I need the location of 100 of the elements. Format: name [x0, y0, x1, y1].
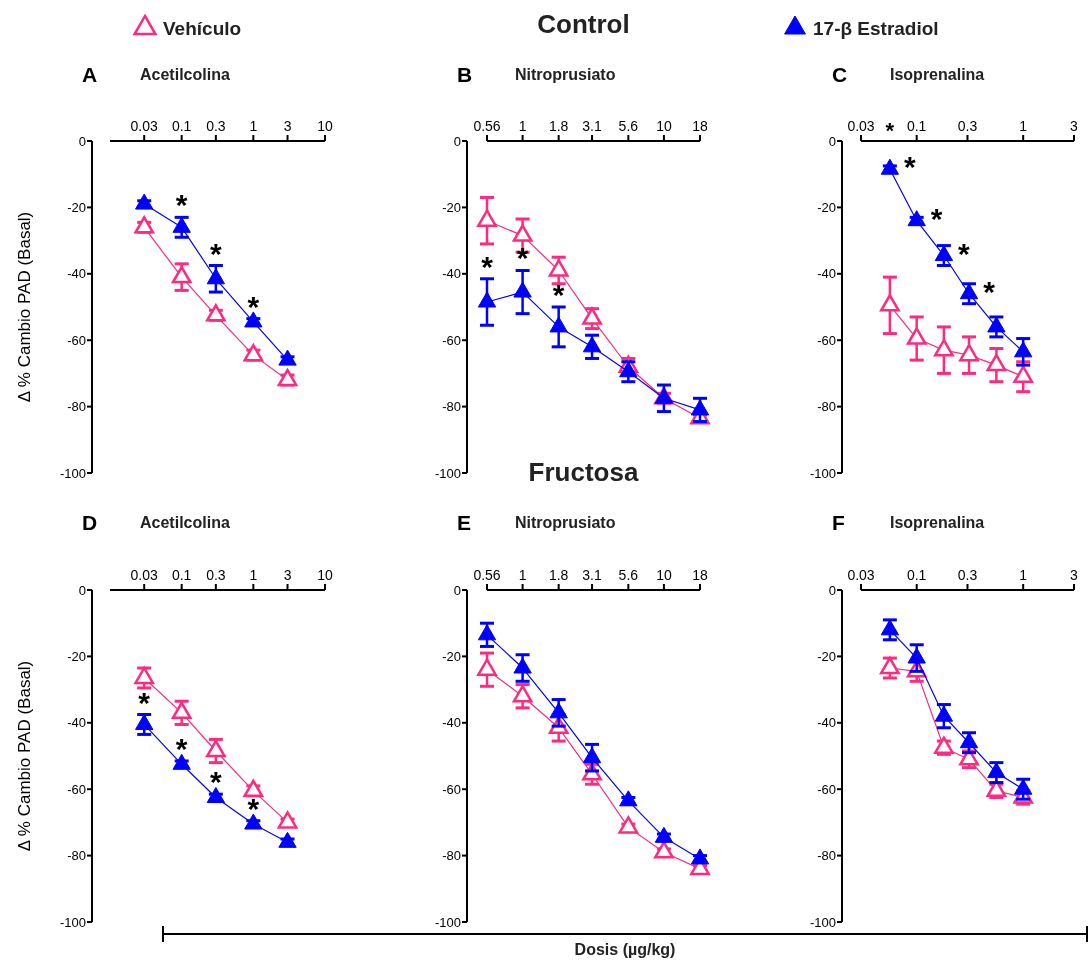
x-tick-label: 18 [692, 567, 708, 583]
y-tick-label: -60 [67, 332, 86, 348]
x-tick-label: 18 [692, 118, 708, 134]
x-tick-label: 0.3 [206, 567, 226, 583]
x-tick-label: 1 [1019, 567, 1028, 583]
text: C [832, 63, 848, 86]
y-tick-label: -20 [817, 648, 836, 664]
x-tick-label: 10 [317, 567, 333, 583]
y-tick-label: -80 [67, 848, 86, 864]
x-tick-label: 0.03 [847, 118, 875, 134]
annotation: * [552, 278, 565, 311]
legend-label: 17-β Estradiol [813, 18, 939, 39]
y-tick-label: -40 [67, 715, 86, 731]
x-tick-label: 10 [656, 118, 672, 134]
x-tick-label: 3 [1070, 118, 1079, 134]
y-tick-label: -20 [442, 199, 461, 215]
x-tick-label: 0.3 [957, 118, 978, 134]
y-tick-label: -60 [817, 781, 836, 797]
x-tick-label: 5.6 [618, 567, 639, 583]
x-axis-title: Dosis (µg/kg) [574, 941, 676, 958]
x-tick-label: 0.03 [130, 118, 159, 134]
y-tick-label: -80 [67, 399, 86, 415]
y-tick-label: -40 [442, 266, 461, 282]
y-tick-label: 0 [78, 582, 86, 598]
chart-subtitle: Control [537, 9, 630, 39]
text: D [82, 511, 98, 534]
x-tick-label: 3.1 [582, 567, 602, 583]
annotation: * [138, 685, 151, 719]
y-tick-label: -80 [817, 399, 836, 415]
x-tick-label: 10 [656, 567, 672, 583]
text: F [832, 511, 845, 534]
x-tick-label: 1 [518, 118, 527, 134]
y-tick-label: -100 [59, 465, 86, 481]
x-tick-label: 0.56 [473, 118, 501, 134]
y-tick-label: -80 [817, 848, 836, 864]
y-tick-label: 0 [453, 582, 461, 598]
x-tick-label: 3 [1070, 567, 1079, 583]
x-tick-label: 0.56 [473, 567, 501, 583]
x-tick-label: 1 [249, 118, 258, 134]
y-tick-label: -60 [442, 781, 461, 797]
legend-label: Vehículo [163, 18, 242, 39]
y-tick-label: 0 [828, 133, 836, 149]
x-tick-label: 1.8 [548, 567, 569, 583]
y-tick-label: -40 [817, 715, 836, 731]
y-tick-label: -20 [67, 648, 86, 664]
x-tick-label: 0.03 [847, 567, 875, 583]
annotation: * [210, 765, 223, 799]
y-tick-label: -40 [442, 715, 461, 731]
y-tick-label: -60 [442, 332, 461, 348]
annotation: * [983, 274, 996, 308]
x-tick-label: 0.3 [206, 118, 226, 134]
y-axis-title: Δ % Cambio PAD (Basal) [15, 211, 34, 403]
x-tick-label: 1 [249, 567, 258, 583]
x-tick-label: 0.1 [906, 567, 927, 583]
y-tick-label: -100 [434, 465, 461, 481]
chart-title: Isoprenalina [890, 514, 985, 531]
y-tick-label: 0 [828, 582, 836, 598]
chart-subtitle: Fructosa [528, 457, 639, 487]
y-tick-label: -80 [442, 848, 461, 864]
annotation: * [904, 150, 917, 184]
x-tick-label: 10 [317, 118, 333, 134]
y-tick-label: -40 [817, 266, 836, 282]
x-tick-label: 0.1 [171, 118, 192, 134]
x-tick-label: 1.8 [548, 118, 569, 134]
y-tick-label: -20 [442, 648, 461, 664]
x-tick-label: 3 [283, 118, 292, 134]
chart-title: Acetilcolina [140, 66, 230, 83]
y-tick-label: -80 [442, 399, 461, 415]
y-tick-label: 0 [453, 133, 461, 149]
y-tick-label: -100 [809, 914, 836, 930]
annotation: * [958, 236, 971, 270]
annotation: * [930, 201, 943, 235]
y-axis-title: Δ % Cambio PAD (Basal) [15, 660, 34, 852]
text: B [457, 63, 473, 86]
annotation: * [175, 731, 188, 765]
annotation: * [481, 249, 494, 283]
x-tick-label: 1 [518, 567, 527, 583]
chart-title: Nitroprusiato [515, 514, 616, 531]
x-tick-label: 3.1 [582, 118, 602, 134]
y-tick-label: -100 [434, 914, 461, 930]
x-tick-label: 0.1 [171, 567, 192, 583]
x-tick-label: 0.03 [130, 567, 159, 583]
y-tick-label: -60 [67, 781, 86, 797]
annotation: * [885, 118, 895, 143]
chart-title: Acetilcolina [140, 514, 230, 531]
y-tick-label: -20 [817, 199, 836, 215]
annotation: * [210, 236, 223, 270]
text: E [457, 511, 472, 534]
x-tick-label: 1 [1019, 118, 1028, 134]
x-tick-label: 0.3 [957, 567, 978, 583]
x-tick-label: 5.6 [618, 118, 639, 134]
y-tick-label: -100 [809, 465, 836, 481]
x-tick-label: 0.1 [906, 118, 927, 134]
chart-title: Isoprenalina [890, 66, 985, 83]
annotation: * [175, 188, 188, 222]
chart-title: Nitroprusiato [515, 66, 616, 83]
y-tick-label: -40 [67, 266, 86, 282]
y-tick-label: -100 [59, 914, 86, 930]
y-tick-label: -20 [67, 199, 86, 215]
annotation: * [247, 289, 260, 323]
